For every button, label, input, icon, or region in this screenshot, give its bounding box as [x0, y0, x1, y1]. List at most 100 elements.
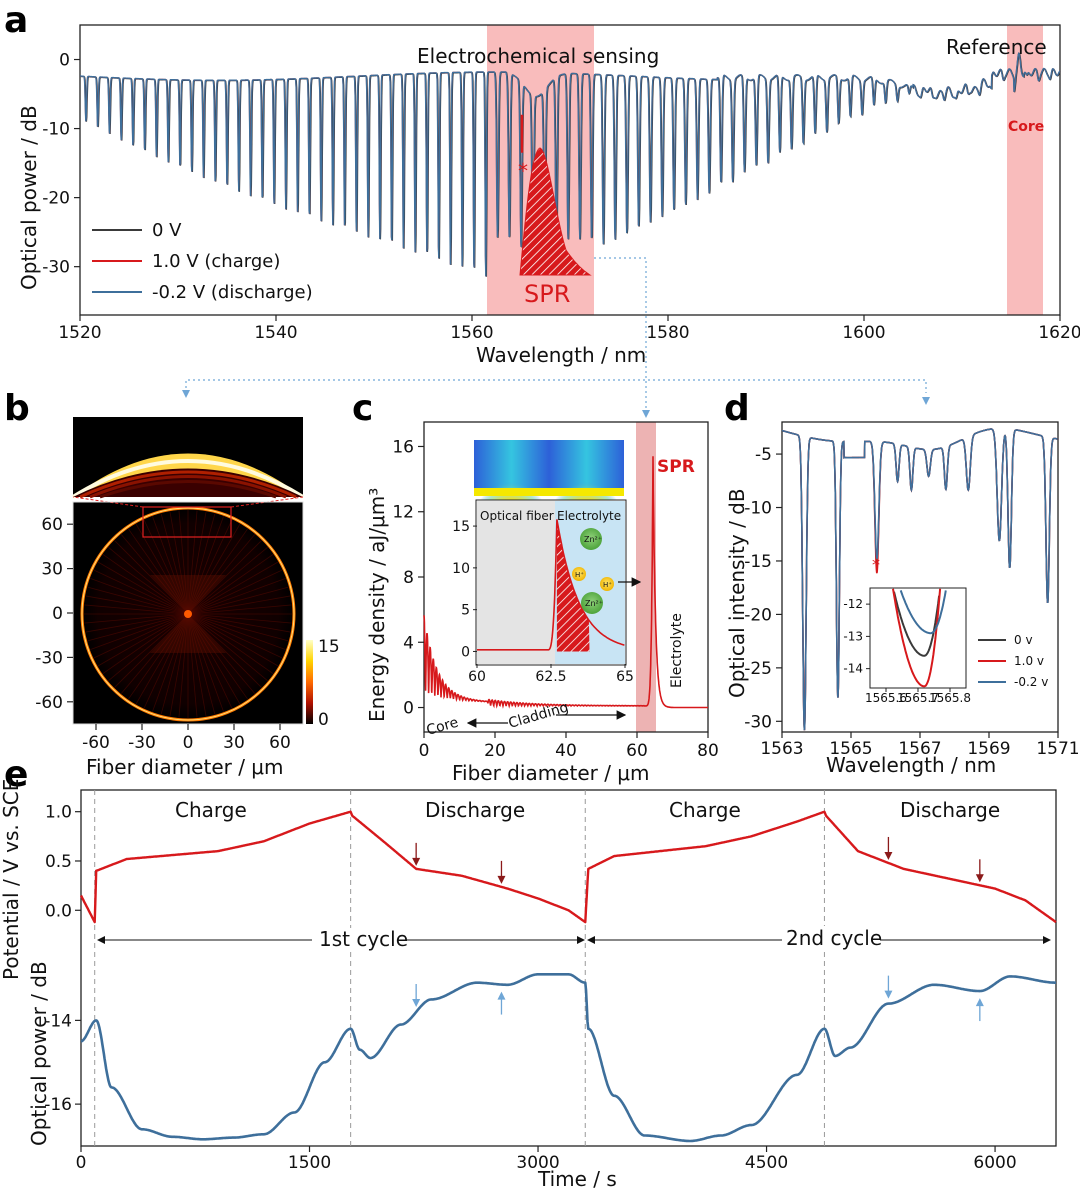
- c-ytick-label: 16: [392, 437, 414, 457]
- heatmap-ray: [85, 613, 189, 633]
- b-ytick-label: -60: [35, 693, 63, 713]
- connector-arrow-d: [922, 397, 930, 405]
- panel-d-ylabel: Optical intensity / dB: [725, 488, 749, 698]
- ion-zn-1: [580, 528, 602, 550]
- heatmap-ray: [178, 510, 189, 615]
- d-xtick-label: 1571: [1036, 739, 1079, 759]
- a-ytick-label: -10: [42, 120, 70, 140]
- legend-label-discharge: -0.2 V (discharge): [152, 282, 313, 303]
- panel-c-xlabel: Fiber diameter / μm: [452, 761, 650, 785]
- heatmap-ray: [187, 586, 289, 615]
- connector-a-to-c: [594, 257, 647, 415]
- a-xtick-label: 1520: [58, 323, 101, 343]
- d-series-neg: [782, 428, 1058, 731]
- b-ytick-label: 60: [41, 515, 63, 535]
- heatmap-ray: [187, 595, 291, 615]
- d-inset-xtick-label: 1565.8: [929, 691, 971, 705]
- panel-a-ticks: 1520 1540 1560 1580 1600 1620 0 -10 -20 -30: [42, 51, 1080, 343]
- c-inset-plot: [477, 519, 625, 652]
- d-ytick-label: -25: [744, 659, 772, 679]
- heatmap-ray: [187, 613, 216, 715]
- heatmap-ray: [128, 528, 189, 615]
- colorbar-max: 15: [318, 637, 340, 657]
- e-ytick-top-label: 0.0: [45, 901, 72, 921]
- ion-h-2: [600, 577, 614, 591]
- d-ytick-label: -15: [744, 552, 772, 572]
- panel-label-c: c: [352, 388, 373, 429]
- spr-label: SPR: [524, 280, 570, 308]
- blue-arrow-head: [412, 999, 421, 1007]
- panel-a-xlabel: Wavelength / nm: [476, 343, 646, 367]
- c-inset-ytick-label: 10: [452, 561, 470, 577]
- panel-label-a: a: [4, 0, 28, 41]
- c-inset-xtick-label: 65: [616, 669, 634, 685]
- b-xtick-label: 60: [269, 733, 291, 753]
- c-inset-xtick-label: 62.5: [535, 669, 566, 685]
- c-electrolyte-label: Electrolyte: [669, 613, 685, 688]
- heatmap-ray: [135, 523, 189, 615]
- panel-label-d: d: [724, 388, 750, 429]
- core-label: Core: [1008, 119, 1044, 135]
- heatmap-ray: [97, 561, 189, 615]
- panel-a-axes-frame: [79, 24, 1061, 316]
- heatmap-ray: [187, 613, 279, 667]
- c-inset-curve: [477, 519, 625, 651]
- e-xtick-label: 4500: [745, 1153, 788, 1173]
- heatmap-ray: [87, 613, 189, 642]
- e-xtick-label: 1500: [288, 1153, 331, 1173]
- panel-b-heatmap: 15 0 -60 -30 0 30 60 60 30 0 -30 -60 Fiber diamet…: [35, 417, 340, 779]
- c-ytick-label: 4: [403, 633, 414, 653]
- panel-a-plot-area: [80, 51, 1061, 277]
- heatmap-center: [184, 610, 192, 618]
- heatmap-ray: [102, 613, 189, 674]
- d-xtick-label: 1563: [760, 739, 803, 759]
- electrochemical-sensing-label: Electrochemical sensing: [417, 44, 659, 68]
- heatmap-ray: [152, 613, 189, 712]
- c-xtick-label: 80: [697, 741, 719, 761]
- heatmap-ray: [143, 613, 189, 709]
- heatmap-ray: [143, 519, 189, 615]
- d-star-marker: *: [872, 555, 880, 574]
- heatmap-rays: [84, 510, 292, 718]
- red-arrow-head: [497, 875, 506, 884]
- c-xtick-label: 0: [419, 741, 430, 761]
- heatmap-ray: [187, 613, 289, 642]
- d-inset-series-0v: [893, 591, 941, 657]
- panel-c-ticks: 0 20 40 60 80 0 4 8 12 16: [392, 437, 718, 761]
- heatmap-ray: [135, 613, 189, 705]
- reference-label: Reference: [946, 35, 1047, 59]
- heatmap-ray: [187, 613, 256, 694]
- phase-label-discharge-2: Discharge: [900, 798, 1000, 822]
- d-inset-xtick-label: 1565.7: [897, 691, 939, 705]
- heatmap-ray: [187, 561, 279, 615]
- a-ytick-label: 0: [59, 51, 70, 71]
- zoom-fringe-2: [89, 475, 287, 499]
- heatmap-ray: [93, 569, 189, 615]
- panel-label-b: b: [4, 388, 30, 429]
- heatmap-ray: [187, 519, 233, 615]
- red-arrow-head: [884, 851, 893, 860]
- panel-b-ticks: -60 -30 0 30 60 60 30 0 -30 -60: [35, 515, 291, 753]
- colorbar-min: 0: [318, 710, 329, 730]
- d-inset-ytick-label: -12: [843, 597, 863, 611]
- heatmap-ray: [187, 540, 262, 615]
- spr-peak-shape: [519, 147, 592, 276]
- phase-label-charge-2: Charge: [669, 798, 741, 822]
- connector-arrow-c: [642, 410, 650, 418]
- d-ytick-label: -10: [744, 499, 772, 519]
- b-ytick-label: 30: [41, 560, 63, 580]
- e-ytick-bottom-label: -14: [44, 1011, 72, 1031]
- heatmap-ray: [187, 613, 292, 624]
- d-inset-series-1v: [892, 588, 942, 688]
- colorbar: [306, 640, 313, 724]
- e-ytick-top-label: 1.0: [45, 803, 72, 823]
- blue-arrow-head: [497, 991, 506, 1000]
- heatmap-ray: [84, 604, 189, 615]
- c-inset-ticks: 60 62.5 65 0 5 10 15: [452, 519, 634, 685]
- ion-h-1-label: H⁺: [575, 571, 584, 579]
- a-xtick-label: 1600: [842, 323, 885, 343]
- heatmap-ray: [187, 613, 224, 712]
- heatmap-ray: [187, 613, 274, 674]
- legend-label-charge: 1.0 V (charge): [152, 251, 280, 272]
